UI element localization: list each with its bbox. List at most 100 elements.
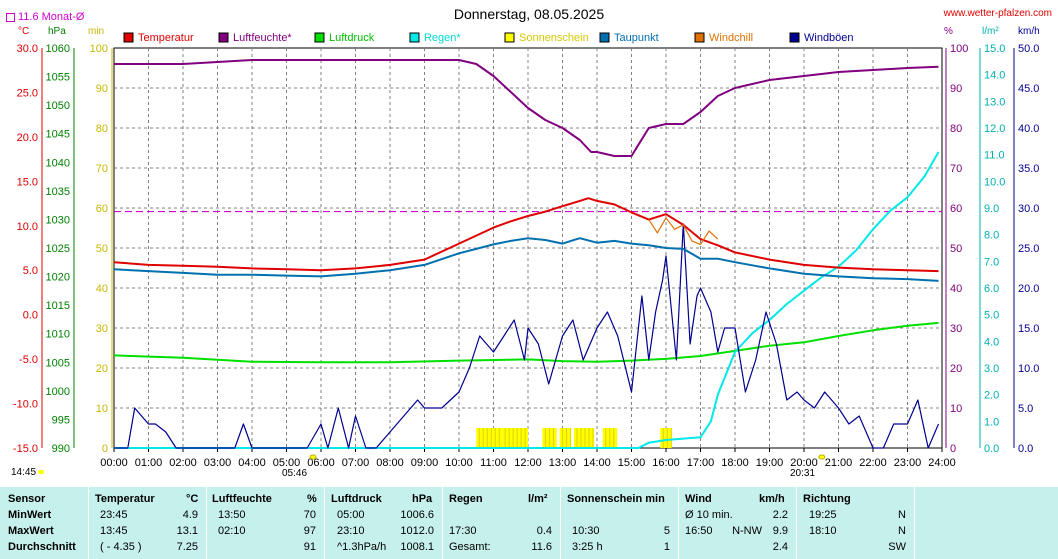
stat-rain-time: 17:30: [449, 525, 477, 537]
minutes-tick-label: 90: [96, 83, 108, 95]
legend-label: Windchill: [709, 32, 753, 44]
x-tick-label: 06:00: [307, 457, 335, 469]
sunrise-time: 05:46: [282, 468, 308, 479]
rain-tick-label: 0.0: [984, 443, 999, 455]
stat-rain-time: Gesamt:: [449, 541, 491, 553]
wind-tick-label: 35.0: [1018, 163, 1039, 175]
month-average-label: 11.6 Monat-Ø: [6, 11, 84, 23]
rain-tick-label: 1.0: [984, 416, 999, 428]
wind-tick-label: 20.0: [1018, 283, 1039, 295]
stat-temp-time: 13:45: [100, 525, 128, 537]
percent-tick-label: 70: [950, 163, 962, 175]
stat-temp-time: 23:45: [100, 509, 128, 521]
header-sun: Sonnenschein min: [567, 493, 665, 505]
col-divider: [88, 487, 89, 559]
col-divider: [324, 487, 325, 559]
rain-tick-label: 9.0: [984, 203, 999, 215]
stat-pres-time: ^1.3hPa/h: [337, 541, 387, 553]
sun-marker: [309, 454, 317, 460]
minutes-tick-label: 40: [96, 283, 108, 295]
header-dir: Richtung: [803, 493, 851, 505]
stat-temp-val: 13.1: [176, 525, 198, 537]
col-divider: [560, 487, 561, 559]
header-temp-unit: °C: [186, 493, 199, 505]
percent-tick-label: 0: [950, 443, 956, 455]
x-tick-label: 04:00: [238, 457, 266, 469]
col-divider: [678, 487, 679, 559]
pressure-tick-label: 1025: [46, 243, 70, 255]
rain-tick-label: 7.0: [984, 256, 999, 268]
stat-sun-val: 5: [663, 525, 670, 537]
x-tick-label: 20:00: [790, 457, 818, 469]
statistics-table: Sensor Temperatur °C Luftfeuchte % Luftd…: [0, 487, 1058, 559]
x-tick-label: 09:00: [411, 457, 439, 469]
x-tick-label: 13:00: [549, 457, 577, 469]
x-tick-label: 02:00: [169, 457, 197, 469]
stat-dir-time: 19:25: [809, 509, 837, 521]
x-tick-label: 15:00: [618, 457, 646, 469]
col-divider: [206, 487, 207, 559]
wind-tick-label: 40.0: [1018, 123, 1039, 135]
series-regen-line: [114, 151, 940, 449]
percent-tick-label: 60: [950, 203, 962, 215]
month-average-text: 11.6 Monat-Ø: [18, 11, 85, 23]
temp-tick-label: -5.0: [19, 354, 38, 366]
header-temp: Temperatur: [95, 493, 155, 505]
legend-swatch: [599, 32, 610, 43]
x-tick-label: 07:00: [342, 457, 370, 469]
rain-tick-label: 6.0: [984, 283, 999, 295]
percent-tick-label: 90: [950, 83, 962, 95]
rain-tick-label: 10.0: [984, 176, 1005, 188]
x-tick-label: 03:00: [204, 457, 232, 469]
sunshine-block: [502, 428, 528, 448]
wind-tick-label: 30.0: [1018, 203, 1039, 215]
pressure-tick-label: 990: [52, 443, 70, 455]
series-luftdruck-line: [113, 321, 939, 364]
x-tick-label: 19:00: [756, 457, 784, 469]
percent-tick-label: 10: [950, 403, 962, 415]
col-divider: [796, 487, 797, 559]
legend-label: Taupunkt: [614, 32, 659, 44]
unit-pressure: hPa: [48, 26, 66, 37]
pressure-tick-label: 995: [52, 414, 70, 426]
pressure-tick-label: 1040: [46, 157, 70, 169]
minutes-tick-label: 70: [96, 163, 108, 175]
col-divider: [442, 487, 443, 559]
stat-temp-val: 7.25: [176, 541, 198, 553]
legend-label: Temperatur: [138, 32, 194, 44]
legend-swatch: [314, 32, 325, 43]
site-link[interactable]: www.wetter-pfalzen.com: [943, 8, 1052, 19]
temp-tick-label: 20.0: [17, 132, 38, 144]
stat-wind-val: 2.2: [772, 509, 788, 521]
unit-percent: %: [944, 26, 953, 37]
sunshine-block: [476, 428, 503, 448]
percent-tick-label: 30: [950, 323, 962, 335]
x-tick-label: 18:00: [721, 457, 749, 469]
stat-dir-val: N: [898, 509, 906, 521]
stat-temp-time: ( - 4.35 ): [100, 541, 142, 553]
x-tick-label: 10:00: [445, 457, 473, 469]
header-rain: Regen: [449, 493, 483, 505]
header-wind-unit: km/h: [759, 493, 785, 505]
legend-swatch: [409, 32, 420, 43]
temp-tick-label: 30.0: [17, 43, 38, 55]
series-temperatur-line: [113, 197, 939, 273]
legend-label: Regen*: [424, 32, 461, 44]
temp-tick-label: 5.0: [23, 265, 38, 277]
stat-hum-val: 91: [303, 541, 316, 553]
wind-tick-label: 25.0: [1018, 243, 1039, 255]
pressure-tick-label: 1055: [46, 72, 70, 84]
legend-swatch: [123, 32, 134, 43]
sunshine-block: [559, 428, 572, 448]
stat-wind-dir: N-NW: [732, 525, 762, 537]
minutes-tick-label: 30: [96, 323, 108, 335]
temp-tick-label: 10.0: [17, 221, 38, 233]
x-tick-label: 24:00: [928, 457, 956, 469]
stat-dir-val: SW: [888, 541, 906, 553]
stat-label: MaxWert: [8, 525, 54, 537]
rain-tick-label: 14.0: [984, 70, 1005, 82]
header-pres: Luftdruck: [331, 493, 382, 505]
minutes-tick-label: 20: [96, 363, 108, 375]
stat-temp-val: 4.9: [182, 509, 198, 521]
wind-tick-label: 50.0: [1018, 43, 1039, 55]
